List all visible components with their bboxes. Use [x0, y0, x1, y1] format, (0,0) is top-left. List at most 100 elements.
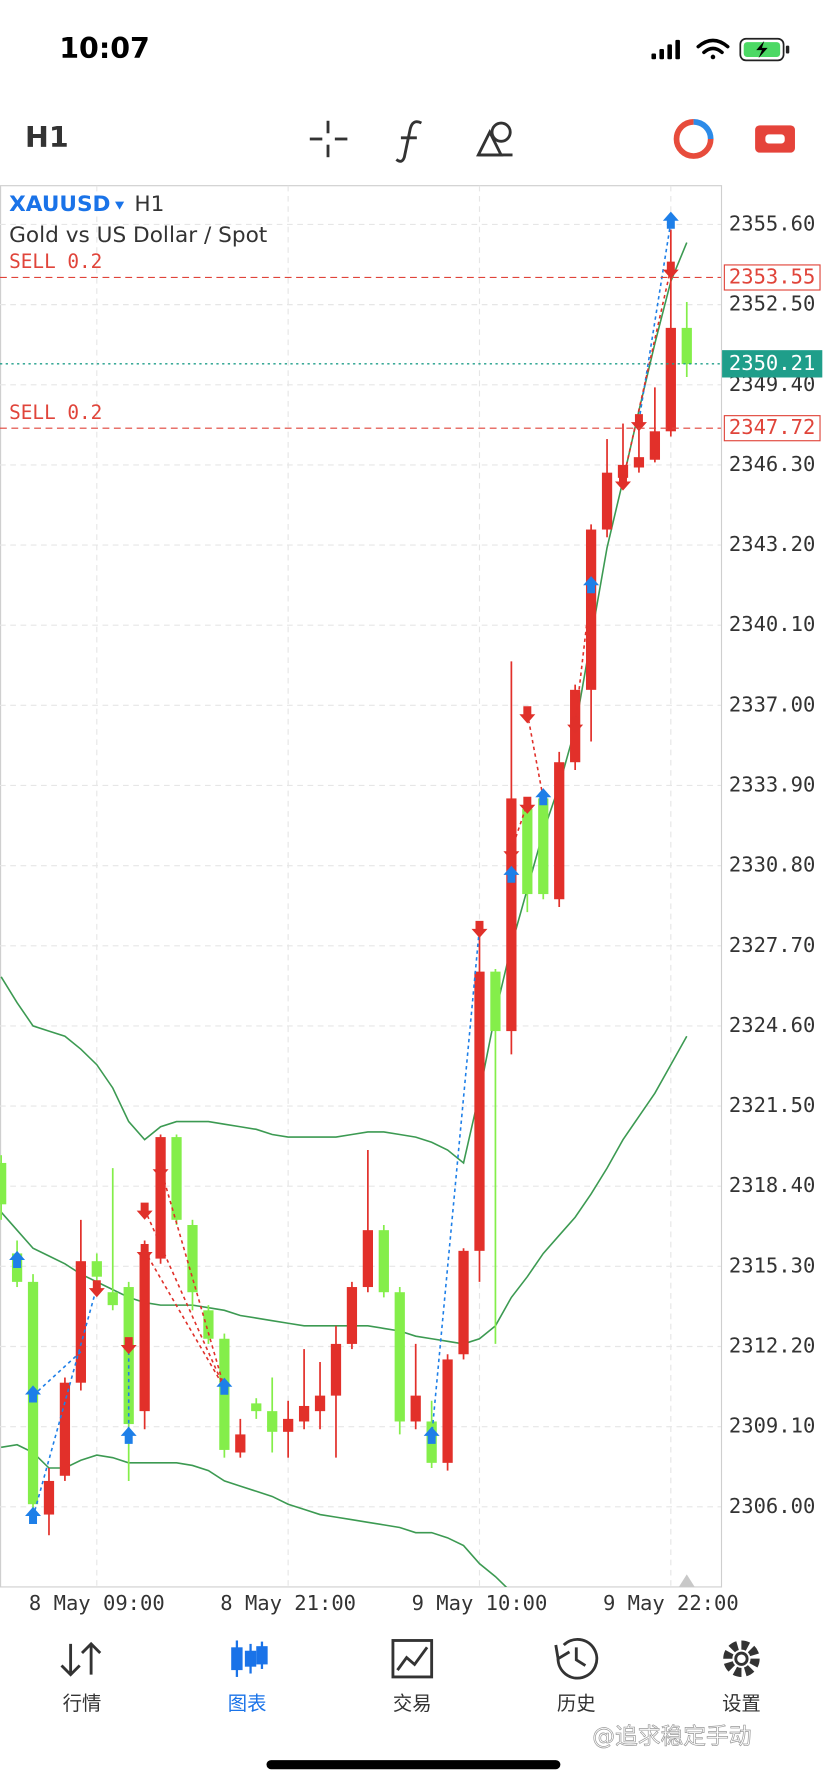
x-tick-label: 9 May 10:00	[412, 1591, 548, 1615]
buy-marker	[120, 1426, 137, 1444]
scroll-marker	[678, 1574, 695, 1587]
sell-marker	[519, 796, 536, 814]
buy-marker	[535, 788, 552, 806]
indicators-button[interactable]	[395, 120, 423, 163]
trade-line	[574, 586, 592, 724]
candle-body	[155, 1137, 166, 1259]
symbol-dropdown[interactable]	[115, 201, 125, 210]
candle-body	[538, 798, 549, 895]
watermark: @追求稳定手动	[592, 1724, 751, 1750]
nav-label[interactable]: 行情	[63, 1692, 102, 1715]
nav-icon-chart[interactable]	[231, 1640, 268, 1677]
nav-label[interactable]: 交易	[393, 1692, 432, 1715]
y-tick-label: 2321.50	[729, 1093, 815, 1117]
nav-icon-history[interactable]	[554, 1637, 599, 1680]
chart-frame	[0, 185, 723, 1588]
candle-body	[585, 529, 597, 690]
signal-icon	[651, 39, 680, 60]
crosshair-button[interactable]	[309, 120, 348, 158]
bottom-nav: 行情 图表 交易 历史 设置	[63, 1692, 761, 1715]
order-price-label: 2353.55	[729, 264, 815, 288]
candle-body	[235, 1434, 246, 1453]
buy-marker	[423, 1426, 440, 1444]
y-tick-label: 2324.60	[729, 1013, 815, 1037]
candle-body	[458, 1250, 469, 1355]
nav-label[interactable]: 历史	[557, 1692, 596, 1715]
trade-line	[32, 1286, 98, 1518]
toolbar-timeframe[interactable]: H1	[25, 121, 69, 154]
candle-body	[346, 1287, 358, 1344]
nav-label[interactable]: 设置	[722, 1692, 761, 1715]
candle-body	[251, 1403, 262, 1412]
candle-body	[649, 431, 661, 460]
wifi-icon	[696, 38, 730, 60]
order-label: SELL 0.2	[9, 250, 102, 273]
candle-body	[91, 1261, 102, 1277]
candle-body	[123, 1287, 134, 1425]
y-tick-label: 2327.70	[729, 933, 815, 957]
y-tick-label: 2352.50	[729, 292, 815, 316]
trade-line	[32, 1351, 82, 1397]
candle-body	[681, 327, 692, 365]
trade-line	[622, 268, 672, 481]
x-tick-label: 9 May 22:00	[603, 1591, 739, 1615]
y-tick-label: 2346.30	[729, 452, 815, 476]
trade-line	[143, 1209, 226, 1389]
candle-body	[314, 1395, 326, 1412]
trade-line	[430, 927, 481, 1438]
candle-body	[43, 1480, 55, 1515]
plot-area	[0, 185, 721, 1587]
candle-body	[0, 1162, 7, 1205]
battery-icon	[739, 37, 790, 62]
buy-marker	[503, 865, 520, 883]
one-click-button[interactable]	[673, 119, 714, 159]
sell-marker	[519, 706, 536, 724]
order-price-label: 2347.72	[729, 415, 815, 439]
chart: 8 May 09:00 8 May 21:00 9 May 10:00 9 May 2…	[0, 185, 823, 1615]
candle-body	[139, 1253, 150, 1412]
candle-body	[378, 1230, 389, 1293]
sell-marker	[136, 1202, 153, 1220]
trade-line	[510, 803, 529, 851]
trade-button[interactable]	[755, 125, 795, 153]
order-label: SELL 0.2	[9, 401, 102, 424]
y-tick-label: 2330.80	[729, 853, 815, 877]
candle-body	[107, 1292, 118, 1306]
buy-marker	[216, 1377, 233, 1395]
y-tick-label: 2343.20	[729, 532, 815, 556]
y-tick-label: 2355.60	[729, 211, 815, 235]
buy-marker	[25, 1385, 42, 1403]
current-price-box	[722, 350, 823, 378]
sell-marker	[567, 716, 584, 734]
sell-marker	[615, 473, 631, 491]
sell-marker	[662, 261, 679, 279]
y-tick-label: 2312.20	[729, 1334, 815, 1358]
symbol[interactable]: XAUUSD	[9, 192, 110, 217]
symbol-description: Gold vs US Dollar / Spot	[9, 223, 267, 248]
y-tick-label: 2340.10	[729, 612, 815, 636]
y-tick-label: 2309.10	[729, 1414, 815, 1438]
order-price-box	[723, 415, 821, 442]
candle-body	[410, 1395, 421, 1422]
candle-body	[442, 1359, 453, 1463]
candle-body	[171, 1137, 182, 1220]
x-tick-label: 8 May 21:00	[220, 1591, 356, 1615]
trade-line	[526, 712, 545, 799]
candle-body	[617, 464, 629, 478]
candle-body	[474, 971, 485, 1251]
nav-icon-settings[interactable]	[723, 1640, 760, 1677]
candle-body	[330, 1343, 342, 1396]
nav-icon-quotes[interactable]	[60, 1641, 102, 1677]
home-indicator	[266, 1760, 561, 1770]
candle-body	[283, 1418, 294, 1432]
sell-marker	[120, 1337, 137, 1355]
y-tick-label: 2333.90	[729, 772, 815, 796]
objects-button[interactable]	[476, 121, 513, 157]
candle-body	[490, 971, 501, 1032]
sell-marker	[88, 1280, 105, 1298]
sell-marker	[471, 920, 488, 938]
nav-label[interactable]: 图表	[228, 1692, 267, 1715]
candle-body	[203, 1310, 214, 1339]
nav-icon-trade[interactable]	[391, 1639, 434, 1679]
